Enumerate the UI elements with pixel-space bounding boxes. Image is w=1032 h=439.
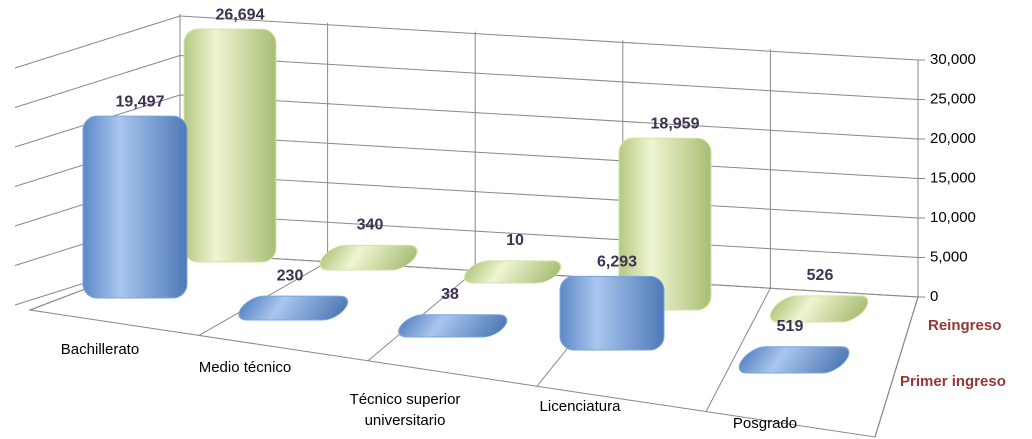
series-label: Primer ingreso <box>900 373 1006 390</box>
grid-line <box>14 54 919 108</box>
value-label: 18,959 <box>651 115 700 132</box>
y-tick-label: 15,000 <box>930 169 976 186</box>
bar <box>183 28 277 263</box>
x-tick-label: Técnico superior universitario <box>350 391 461 429</box>
y-tick-label: 25,000 <box>930 90 976 107</box>
y-tick-label: 20,000 <box>930 130 976 147</box>
y-tick-label: 10,000 <box>930 209 976 226</box>
value-label: 340 <box>357 217 384 234</box>
grid-line <box>14 15 919 69</box>
bar <box>464 260 562 284</box>
bar <box>769 295 869 323</box>
x-tick-label: Licenciatura <box>540 398 622 415</box>
x-tick-label: Medio técnico <box>199 359 292 376</box>
y-tick-label: 5,000 <box>930 248 968 265</box>
value-label: 10 <box>506 232 524 249</box>
floor-divider <box>874 296 919 438</box>
floor-divider <box>705 287 771 412</box>
series-label: Reingreso <box>928 317 1001 334</box>
y-tick-label: 30,000 <box>930 51 976 68</box>
bar <box>559 275 665 351</box>
value-label: 230 <box>277 267 304 284</box>
value-label: 19,497 <box>116 93 165 110</box>
x-tick-label: Posgrado <box>733 415 797 432</box>
value-label: 38 <box>441 286 459 303</box>
bar <box>738 346 850 374</box>
bar <box>82 115 188 299</box>
y-tick-label: 0 <box>930 288 938 305</box>
value-label: 26,694 <box>216 6 265 23</box>
bar <box>319 244 418 271</box>
bar <box>238 295 349 321</box>
value-label: 6,293 <box>597 254 637 271</box>
bar <box>618 137 712 311</box>
bar <box>398 314 508 338</box>
x-tick-label: Bachillerato <box>61 341 139 358</box>
value-label: 519 <box>777 318 804 335</box>
value-label: 526 <box>807 267 834 284</box>
grid-line <box>14 94 919 148</box>
